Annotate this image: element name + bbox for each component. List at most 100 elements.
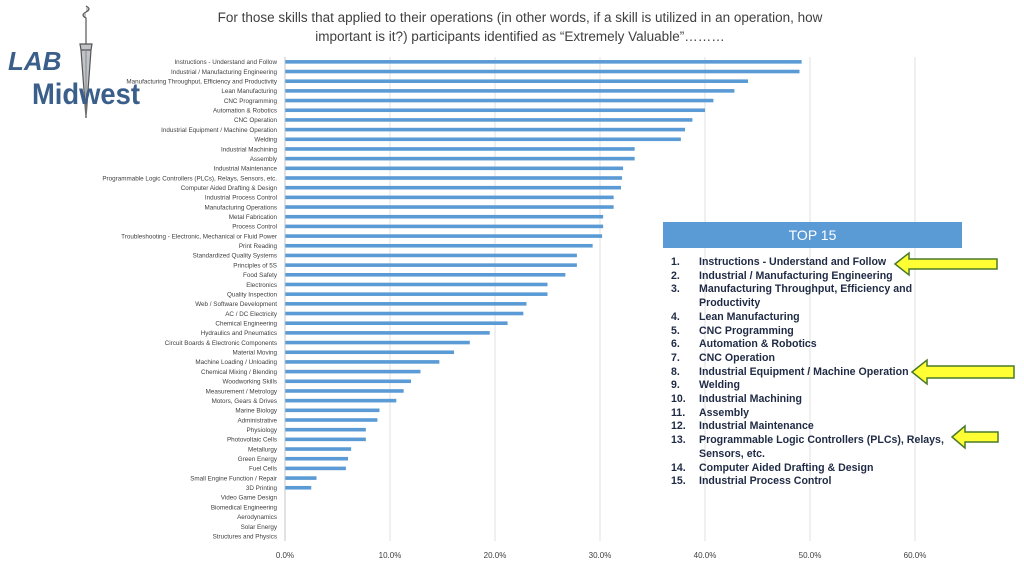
category-label: Material Moving: [233, 350, 278, 357]
top15-item-number: 2.: [671, 269, 680, 282]
category-label: Chemical Mixing / Blending: [201, 369, 277, 376]
top15-item-text: Industrial / Manufacturing Engineering: [699, 269, 893, 282]
category-label: Food Safety: [243, 272, 278, 279]
category-label: Motors, Gears & Drives: [212, 398, 277, 405]
bar: [285, 176, 623, 180]
category-label: Industrial Process Control: [205, 195, 277, 202]
bar: [285, 476, 317, 480]
bar: [285, 185, 621, 190]
logo-text-midwest: Midwest: [32, 78, 140, 111]
top15-item: 9. Welding: [671, 379, 951, 393]
category-label: Marine Biology: [235, 408, 278, 415]
top15-item: 11. Assembly: [671, 407, 951, 421]
bar: [285, 437, 366, 442]
bar: [285, 447, 352, 451]
top15-item-text: Industrial Machining: [699, 393, 802, 406]
top15-item-number: 13.: [671, 434, 686, 447]
category-label: Computer Aided Drafting & Design: [181, 185, 278, 192]
category-label: Green Energy: [238, 456, 278, 463]
bar: [285, 263, 577, 267]
bar: [285, 98, 714, 103]
category-label: Biomedical Engineering: [211, 504, 278, 511]
logo-text-lab: LAB: [8, 46, 61, 76]
x-tick-label: 20.0%: [484, 551, 507, 560]
category-label: Welding: [254, 137, 277, 144]
category-label: Small Engine Function / Repair: [190, 475, 277, 482]
bar: [285, 108, 705, 113]
bar: [285, 253, 577, 258]
top15-item-number: 7.: [671, 351, 680, 364]
category-label: Chemical Engineering: [215, 321, 277, 328]
top15-item-text: Lean Manufacturing: [699, 310, 800, 323]
category-label: Industrial Maintenance: [214, 166, 278, 173]
bar: [285, 466, 346, 471]
top15-item-text: Programmable Logic Controllers (PLCs), R…: [699, 434, 944, 460]
top15-item-number: 1.: [671, 256, 680, 268]
bar: [285, 302, 527, 306]
top15-item-text: Computer Aided Drafting & Design: [699, 461, 874, 474]
category-label: Photovoltaic Cells: [227, 437, 277, 444]
top15-item-text: Manufacturing Throughput, Efficiency and…: [699, 283, 913, 310]
bar: [285, 60, 802, 64]
category-label: Manufacturing Throughput, Efficiency and…: [126, 79, 277, 86]
top15-item-text: CNC Programming: [699, 324, 794, 337]
category-label: CNC Operation: [234, 117, 278, 124]
top15-item-number: 3.: [671, 283, 680, 296]
bar: [285, 118, 693, 122]
category-label: Circuit Boards & Electronic Components: [165, 340, 277, 347]
chart-title-line2: important is it?) participants identifie…: [315, 29, 725, 44]
bar: [285, 205, 614, 209]
category-label: Assembly: [250, 156, 278, 163]
category-label: Electronics: [246, 282, 277, 289]
top15-item: 1. Instructions - Understand and Follow: [671, 256, 951, 270]
bar: [285, 350, 455, 355]
top15-item: 2. Industrial / Manufacturing Engineering: [671, 270, 951, 284]
category-label: Quality Inspection: [227, 291, 278, 298]
top15-item: 4. Lean Manufacturing: [671, 311, 951, 325]
bar: [285, 418, 378, 422]
category-label: Structures and Physics: [213, 533, 277, 540]
top15-item: 7. CNC Operation: [671, 352, 951, 366]
bar: [285, 273, 566, 277]
top15-item-text: Industrial Process Control: [699, 475, 832, 488]
category-label: Process Control: [232, 224, 277, 231]
category-label: Physiology: [247, 427, 278, 434]
bar: [285, 369, 421, 374]
bar: [285, 360, 440, 364]
bar: [285, 398, 397, 403]
highlight-arrow-icon: [950, 424, 999, 450]
bar: [285, 234, 603, 238]
category-label: Standardized Quality Systems: [193, 253, 277, 260]
top15-item-number: 11.: [671, 406, 686, 419]
top15-item-text: CNC Operation: [699, 351, 775, 364]
bar: [285, 321, 508, 325]
category-label: Manufacturing Operations: [205, 204, 277, 211]
bar: [285, 137, 681, 142]
top15-item-number: 14.: [671, 461, 686, 474]
category-label: Industrial / Manufacturing Engineering: [171, 69, 278, 76]
bar: [285, 156, 635, 161]
category-label: Industrial Machining: [221, 146, 277, 153]
category-label: Automation & Robotics: [213, 108, 277, 115]
bar: [285, 89, 735, 93]
category-label: Web / Software Development: [195, 301, 277, 308]
x-tick-label: 60.0%: [904, 551, 927, 560]
category-label: Instructions - Understand and Follow: [174, 59, 277, 66]
category-label: Machine Loading / Unloading: [195, 359, 277, 366]
lab-midwest-logo: LAB Midwest: [8, 5, 140, 119]
bar: [285, 166, 624, 171]
bar: [285, 69, 800, 74]
top15-item: 13. Programmable Logic Controllers (PLCs)…: [671, 434, 951, 461]
bar: [285, 147, 635, 151]
bar: [285, 127, 686, 132]
top15-item-number: 6.: [671, 338, 680, 351]
bar: [285, 311, 524, 316]
bar: [285, 331, 490, 335]
top15-item: 6. Automation & Robotics: [671, 338, 951, 352]
bar: [285, 456, 348, 461]
category-label: Print Reading: [239, 243, 278, 250]
bar: [285, 292, 548, 296]
top15-item-number: 15.: [671, 475, 686, 488]
top15-item: 10. Industrial Machining: [671, 393, 951, 407]
bar: [285, 379, 411, 384]
